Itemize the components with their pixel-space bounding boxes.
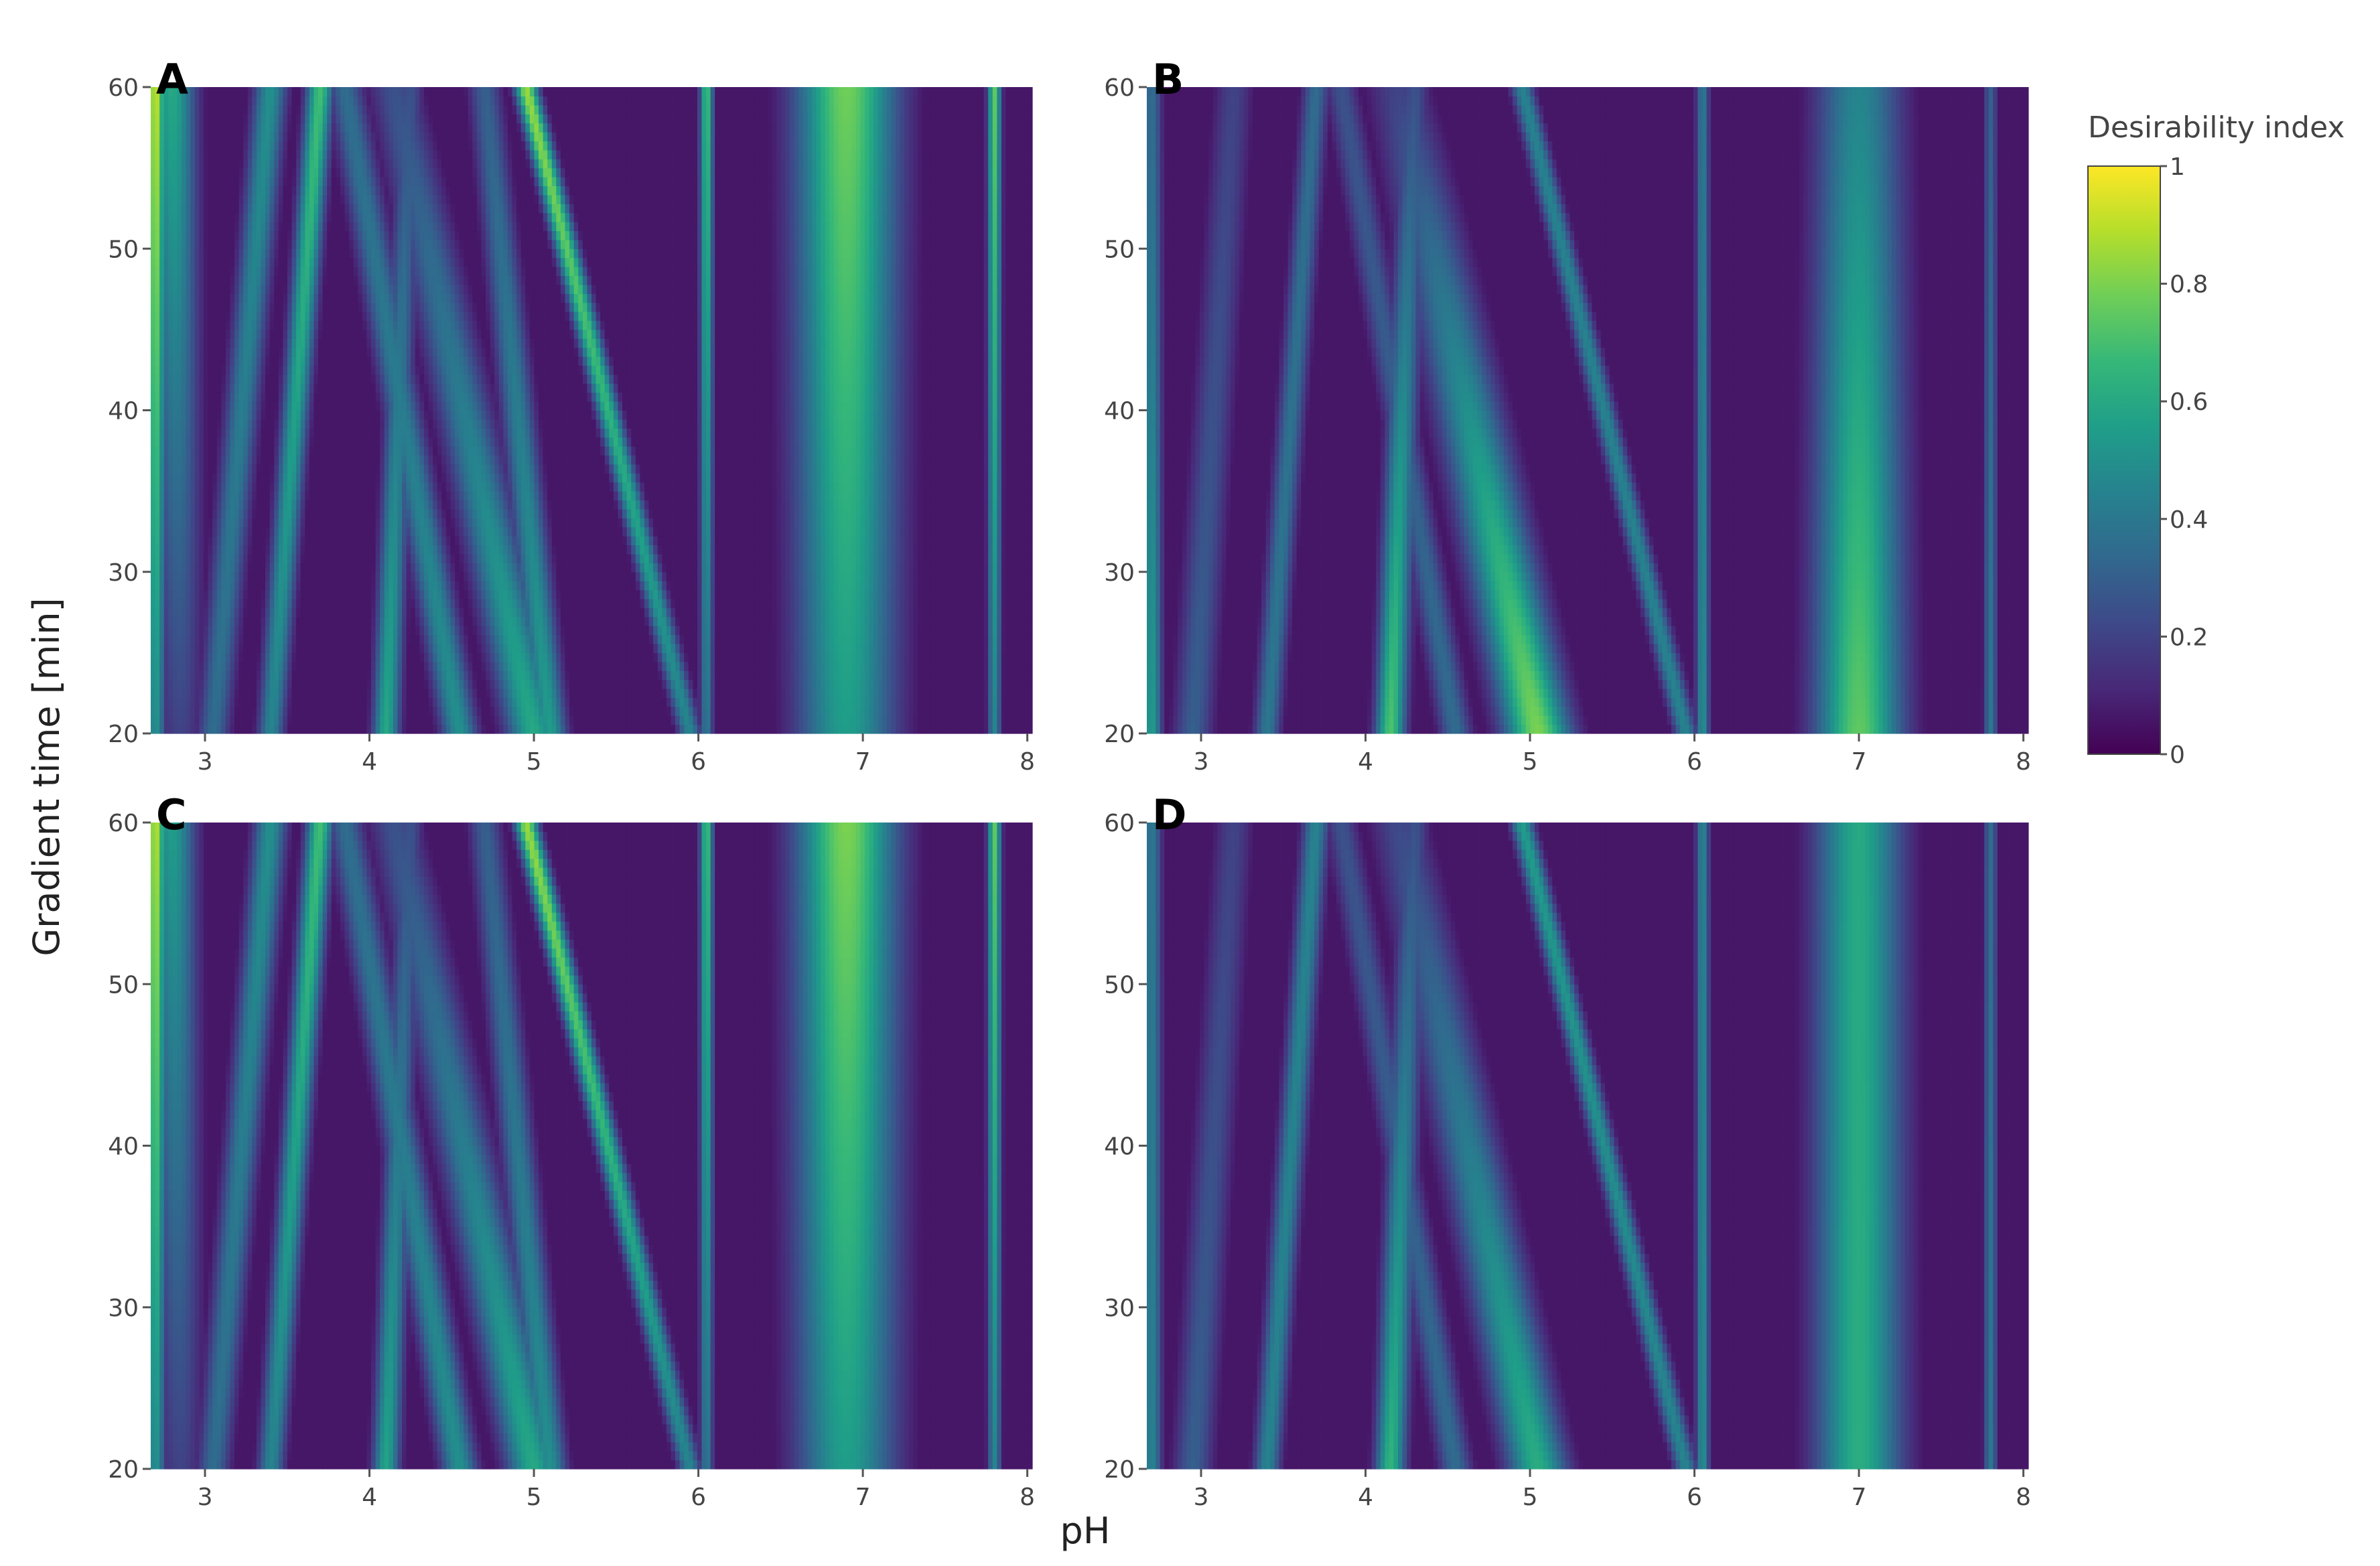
x-tick-label: 6 bbox=[691, 748, 706, 776]
colorbar-ticks: 0 0.2 0.4 0.6 0.8 1 bbox=[2160, 153, 2208, 769]
colorbar-gradient bbox=[2088, 166, 2160, 754]
x-tick-label: 7 bbox=[855, 1484, 871, 1511]
y-tick-label: 20 bbox=[1104, 721, 1135, 748]
y-tick-label: 30 bbox=[108, 559, 139, 587]
y-tick-label: 30 bbox=[1104, 559, 1135, 587]
y-tick-label: 50 bbox=[1104, 236, 1135, 263]
x-tick-label: 5 bbox=[527, 1484, 542, 1511]
x-tick-label: 7 bbox=[1851, 748, 1867, 776]
y-tick-label: 30 bbox=[1104, 1295, 1135, 1322]
heatmap-panel-a: 20 30 40 50 60 3 4 5 6 7 8 A bbox=[108, 55, 1035, 776]
x-tick-label: 7 bbox=[855, 748, 871, 776]
colorbar-tick-label: 0.2 bbox=[2170, 624, 2208, 651]
x-axis-title: pH bbox=[1060, 1510, 1111, 1552]
y-tick-label: 20 bbox=[108, 1456, 139, 1484]
panel-label: B bbox=[1152, 55, 1184, 104]
panel-label: C bbox=[156, 790, 187, 839]
x-tick-label: 6 bbox=[1687, 1484, 1702, 1511]
x-tick-label: 5 bbox=[527, 748, 542, 776]
x-tick-label: 7 bbox=[1851, 1484, 1867, 1511]
x-tick-label: 3 bbox=[1194, 748, 1209, 776]
colorbar-tick-label: 0.4 bbox=[2170, 506, 2208, 534]
colorbar-tick-label: 1 bbox=[2170, 153, 2185, 181]
y-tick-label: 60 bbox=[1104, 74, 1135, 102]
heatmap-panel-c: 20 30 40 50 60 3 4 5 6 7 8 C bbox=[108, 790, 1035, 1511]
y-tick-label: 30 bbox=[108, 1295, 139, 1322]
x-tick-label: 3 bbox=[1194, 1484, 1209, 1511]
panel-label: D bbox=[1152, 790, 1186, 839]
y-tick-label: 50 bbox=[108, 236, 139, 263]
y-axis-title: Gradient time [min] bbox=[25, 597, 68, 956]
x-tick-label: 8 bbox=[2016, 748, 2031, 776]
heatmap-panels: 20 30 40 50 60 3 4 5 6 7 8 A 20 30 40 50 60 3 4 5 6 7 8 B 20 30 40… bbox=[108, 55, 2031, 1511]
y-tick-label: 50 bbox=[108, 971, 139, 999]
x-tick-label: 4 bbox=[1358, 1484, 1373, 1511]
heatmap-cells bbox=[151, 87, 1033, 734]
y-tick-label: 20 bbox=[1104, 1456, 1135, 1484]
x-tick-label: 3 bbox=[198, 748, 213, 776]
heatmap-cells bbox=[1147, 87, 2029, 734]
x-tick-label: 4 bbox=[362, 1484, 377, 1511]
heatmap-panel-b: 20 30 40 50 60 3 4 5 6 7 8 B bbox=[1104, 55, 2031, 776]
y-tick-label: 50 bbox=[1104, 971, 1135, 999]
heatmap-panel-d: 20 30 40 50 60 3 4 5 6 7 8 D bbox=[1104, 790, 2031, 1511]
y-tick-label: 60 bbox=[1104, 810, 1135, 837]
x-tick-label: 4 bbox=[1358, 748, 1373, 776]
x-tick-label: 6 bbox=[1687, 748, 1702, 776]
colorbar: Desirability index 0 0.2 0.4 0.6 0.8 1 bbox=[2088, 111, 2344, 769]
colorbar-title: Desirability index bbox=[2088, 111, 2344, 145]
x-tick-label: 5 bbox=[1523, 748, 1538, 776]
y-tick-label: 40 bbox=[108, 398, 139, 425]
y-tick-label: 60 bbox=[108, 810, 139, 837]
y-tick-label: 40 bbox=[1104, 1133, 1135, 1161]
heatmap-cells bbox=[1147, 823, 2029, 1470]
x-tick-label: 8 bbox=[1020, 1484, 1035, 1511]
x-tick-label: 5 bbox=[1523, 1484, 1538, 1511]
x-tick-label: 6 bbox=[691, 1484, 706, 1511]
y-tick-label: 40 bbox=[108, 1133, 139, 1161]
colorbar-tick-label: 0 bbox=[2170, 741, 2185, 769]
heatmap-cells bbox=[151, 823, 1033, 1470]
x-tick-label: 8 bbox=[2016, 1484, 2031, 1511]
x-tick-label: 3 bbox=[198, 1484, 213, 1511]
y-tick-label: 20 bbox=[108, 721, 139, 748]
x-tick-label: 4 bbox=[362, 748, 377, 776]
y-tick-label: 60 bbox=[108, 74, 139, 102]
panel-label: A bbox=[156, 55, 188, 104]
colorbar-tick-label: 0.8 bbox=[2170, 271, 2208, 299]
y-tick-label: 40 bbox=[1104, 398, 1135, 425]
colorbar-tick-label: 0.6 bbox=[2170, 388, 2208, 416]
x-tick-label: 8 bbox=[1020, 748, 1035, 776]
